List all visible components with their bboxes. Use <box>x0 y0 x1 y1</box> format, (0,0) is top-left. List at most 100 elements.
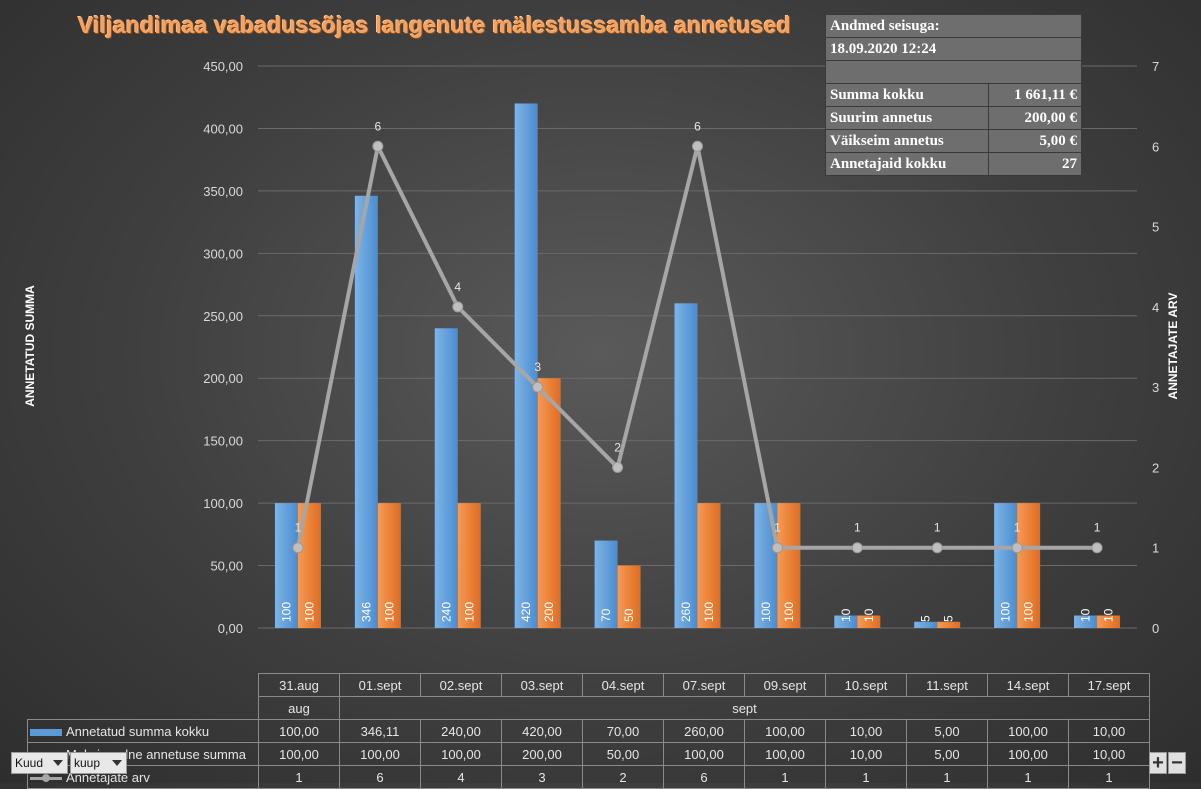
table-value: 10,00 <box>825 742 907 766</box>
month-filter-dropdown[interactable]: Kuud <box>11 752 68 774</box>
line-data-label: 1 <box>295 521 302 535</box>
legend-line-swatch-icon <box>30 773 62 782</box>
bar-maksimaalne-annetus <box>777 503 801 628</box>
bar-maksimaalne-annetus <box>457 503 481 628</box>
bar-maksimaalne-annetus <box>857 615 881 628</box>
y2-tick-label: 5 <box>1152 220 1159 235</box>
bar-data-label: 260 <box>679 602 693 622</box>
summary-label: Annetajaid kokku <box>825 152 989 176</box>
x-tick-label: 07.sept <box>663 673 745 697</box>
table-value: 10,00 <box>1068 719 1150 743</box>
bar-annetatud-summa <box>994 503 1018 628</box>
table-value: 5,00 <box>906 719 988 743</box>
legend-entry: Annetatud summa kokku <box>27 719 259 743</box>
legend-bar-swatch-icon <box>30 728 62 736</box>
y-tick-label: 400,00 <box>203 121 243 136</box>
table-value: 240,00 <box>420 719 502 743</box>
table-value: 420,00 <box>501 719 583 743</box>
bar-maksimaalne-annetus <box>297 503 321 628</box>
category-row: 31.aug 01.sept 02.sept 03.sept 04.sept 07.sep… <box>28 673 1150 697</box>
table-value: 3 <box>501 765 583 789</box>
table-value: 2 <box>582 765 664 789</box>
bar-data-label: 10 <box>862 608 876 622</box>
x-tick-label: 17.sept <box>1068 673 1150 697</box>
dropdown-arrow-icon <box>53 760 63 766</box>
table-value: 1 <box>825 765 907 789</box>
y2-tick-label: 1 <box>1152 541 1159 556</box>
bar-data-label: 100 <box>702 602 716 622</box>
legend-label: Annetatud summa kokku <box>66 723 210 739</box>
y-tick-label: 50,00 <box>210 559 243 574</box>
table-value: 346,11 <box>339 719 421 743</box>
summary-header-date-value: 18.09.2020 12:24 <box>825 37 1082 61</box>
bar-data-label: 100 <box>462 602 476 622</box>
collapse-button[interactable]: − <box>1168 752 1186 774</box>
bar-annetatud-summa <box>1074 615 1098 628</box>
bar-data-label: 346 <box>359 602 373 622</box>
summary-row: Annetajaid kokku 27 <box>825 152 1083 176</box>
bar-data-label: 100 <box>759 602 773 622</box>
table-value: 100,00 <box>420 742 502 766</box>
x-tick-label: 11.sept <box>906 673 988 697</box>
table-value: 260,00 <box>663 719 745 743</box>
summary-spacer-row <box>825 60 1082 84</box>
line-data-label: 6 <box>375 119 382 133</box>
bar-annetatud-summa <box>354 195 378 628</box>
day-filter-dropdown[interactable]: kuup <box>70 752 127 774</box>
bar-maksimaalne-annetus <box>537 378 561 628</box>
month-group-label: sept <box>339 696 1150 720</box>
day-filter-label: kuup <box>74 756 101 770</box>
table-corner <box>28 674 259 720</box>
table-value: 10,00 <box>825 719 907 743</box>
series-row: Annetatud summa kokku 100,00 346,11 240,00 4… <box>27 719 1150 743</box>
bar-data-label: 10 <box>1102 608 1116 622</box>
x-tick-label: 09.sept <box>744 673 826 697</box>
line-data-label: 1 <box>774 521 781 535</box>
table-value: 100,00 <box>987 719 1069 743</box>
bar-data-label: 10 <box>839 608 853 622</box>
table-value: 100,00 <box>258 742 340 766</box>
summary-value: 1 661,11 € <box>987 83 1083 107</box>
y2-tick-label: 7 <box>1152 59 1159 74</box>
chart-title: Viljandimaa vabadussõjas langenute mäles… <box>78 12 791 38</box>
bar-data-label: 100 <box>782 602 796 622</box>
bar-data-label: 50 <box>622 608 636 622</box>
y2-tick-label: 6 <box>1152 139 1159 154</box>
series-row: Maksimaalne annetuse summa 100,00 100,00 10… <box>27 742 1150 766</box>
bar-data-label: 100 <box>999 602 1013 622</box>
summary-row: Summa kokku 1 661,11 € <box>825 83 1083 107</box>
x-tick-label: 01.sept <box>339 673 421 697</box>
bar-maksimaalne-annetus <box>377 503 401 628</box>
x-tick-label: 10.sept <box>825 673 907 697</box>
line-data-label: 4 <box>454 280 461 294</box>
expand-button[interactable]: + <box>1149 752 1167 774</box>
series-row: Annetajate arv 1 6 4 3 2 6 1 1 1 1 1 <box>27 765 1150 789</box>
table-value: 100,00 <box>258 719 340 743</box>
dropdown-arrow-icon <box>112 760 122 766</box>
line-data-label: 1 <box>934 521 941 535</box>
line-data-label: 1 <box>854 521 861 535</box>
bar-maksimaalne-annetus <box>937 621 961 628</box>
y-tick-label: 300,00 <box>203 246 243 261</box>
bar-data-label: 100 <box>1022 602 1036 622</box>
summary-header-date-label: Andmed seisuga: <box>825 14 1082 38</box>
bar-data-label: 420 <box>519 602 533 622</box>
summary-label: Summa kokku <box>825 83 989 107</box>
bar-annetatud-summa <box>834 615 858 628</box>
line-point <box>851 542 863 554</box>
line-point <box>692 140 703 152</box>
x-tick-label: 14.sept <box>987 673 1069 697</box>
bar-maksimaalne-annetus <box>1017 503 1041 628</box>
table-value: 6 <box>339 765 421 789</box>
y2-tick-label: 0 <box>1152 621 1159 636</box>
bar-data-label: 10 <box>1079 608 1093 622</box>
x-tick-label: 03.sept <box>501 673 583 697</box>
table-value: 1 <box>906 765 988 789</box>
line-data-label: 2 <box>614 440 621 454</box>
table-value: 5,00 <box>906 742 988 766</box>
line-point <box>612 461 624 473</box>
table-value: 10,00 <box>1068 742 1150 766</box>
table-value: 100,00 <box>987 742 1069 766</box>
table-value: 1 <box>258 765 340 789</box>
